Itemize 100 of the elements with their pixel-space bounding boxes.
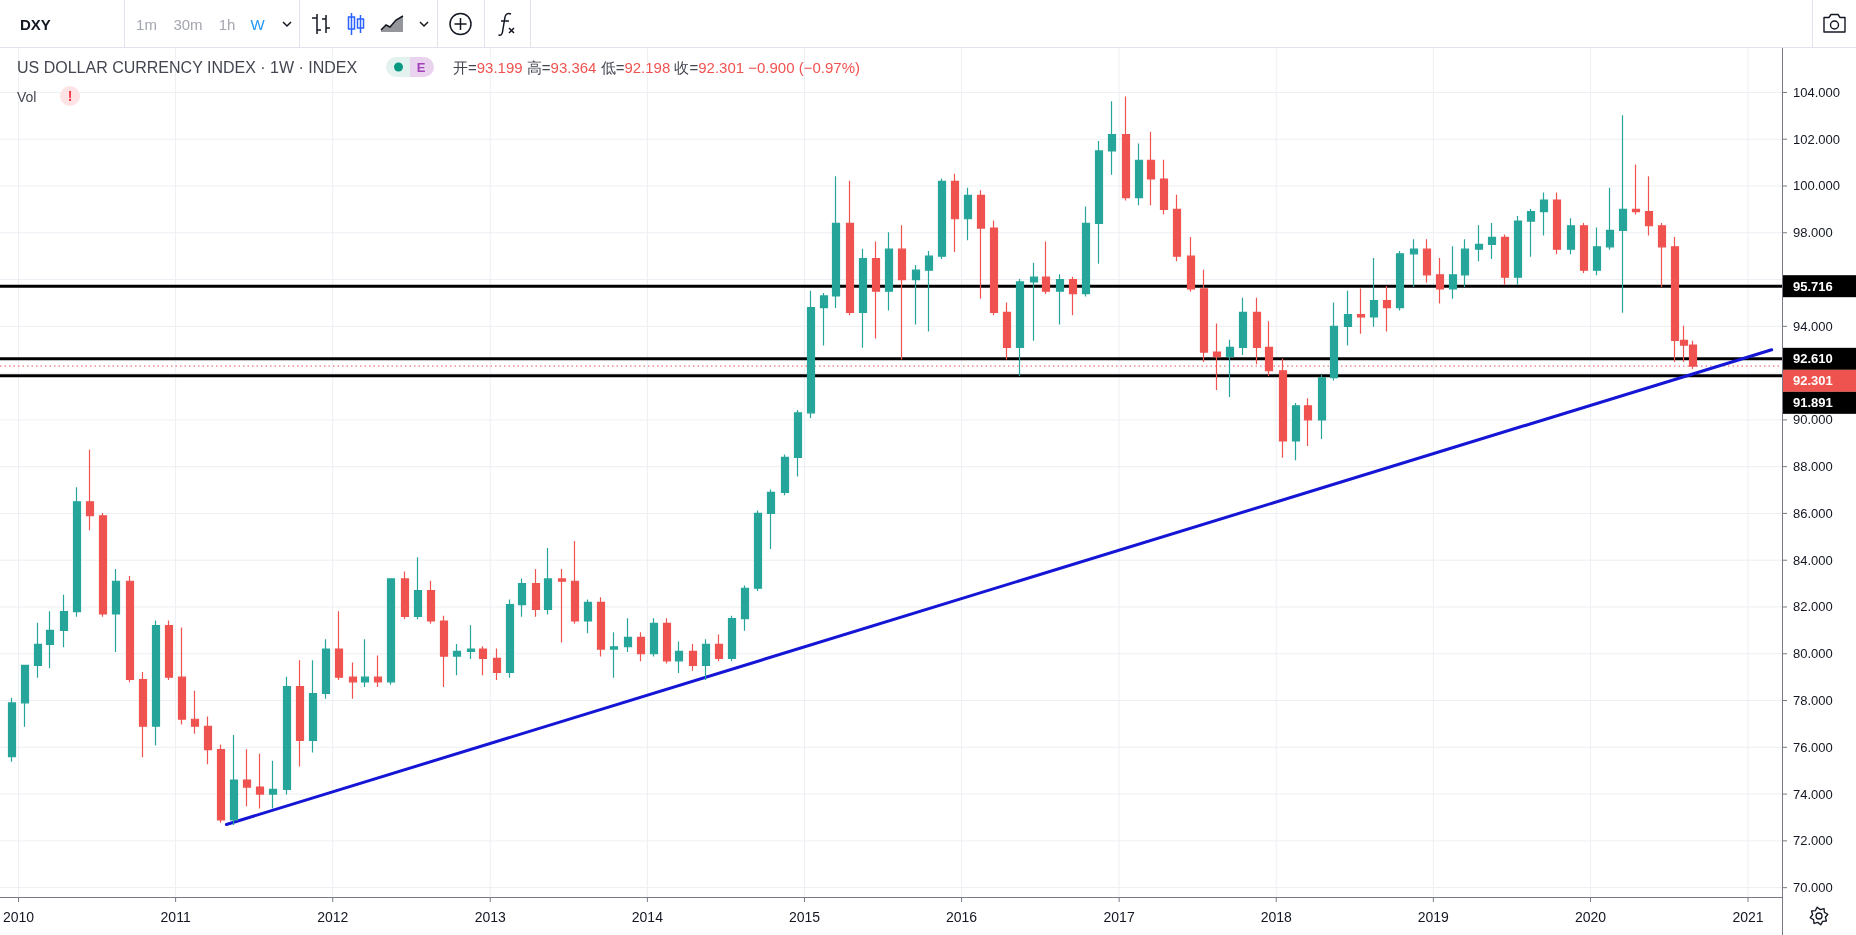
candlestick [1002,301,1012,361]
candlestick [1186,236,1196,293]
candlestick [1526,208,1536,258]
candlestick [557,568,567,644]
x-tick-label: 2012 [317,909,349,925]
candlestick [386,577,396,686]
candlestick [1029,262,1039,342]
price-label: 92.610 [1783,347,1856,370]
candlestick [1552,191,1562,255]
candlestick [216,743,226,824]
candlestick [1343,290,1353,347]
candlestick [1068,276,1078,316]
x-tick-label: 2014 [631,909,664,925]
annotation: Vol [17,89,37,105]
ref-line-label: 92.610 [1793,351,1833,367]
y-tick-label: 104.000 [1793,84,1840,100]
candlestick [1159,159,1169,216]
candlestick [1172,194,1182,262]
candlestick [989,219,999,316]
candlestick [348,662,358,700]
x-tick-label: 2019 [1417,909,1450,925]
candlestick [701,638,711,681]
candlestick [439,615,449,688]
candlestick [1199,269,1209,363]
candlestick [1657,222,1667,288]
candlestick [1592,226,1602,276]
candlestick [688,643,698,672]
candlestick [282,676,292,796]
candlestick [1487,222,1497,260]
candlestick [360,638,370,688]
candlestick [45,610,55,669]
candlestick [426,580,436,625]
x-tick-label: 2011 [160,909,191,925]
candlestick [125,575,135,683]
candlestick [478,645,488,676]
candlestick [1225,339,1235,398]
y-tick-label: 90.000 [1793,412,1833,428]
candlestick [1474,224,1484,262]
y-tick-label: 76.000 [1793,739,1833,755]
candlestick [85,449,95,531]
price-label: 91.891 [1783,391,1856,414]
y-tick-label: 94.000 [1793,318,1833,334]
candlestick [911,264,921,326]
candlestick [636,631,646,662]
candlestick [662,617,672,665]
y-tick-label: 102.000 [1793,131,1840,147]
candlestick [72,486,82,618]
candlestick [1317,374,1327,440]
candlestick [950,173,960,253]
candlestick [505,598,515,679]
candlestick [1579,222,1589,274]
candlestick [924,250,934,333]
candlestick [806,290,816,419]
candlestick [1291,402,1301,461]
candlestick [831,175,841,309]
candlestick [373,655,383,688]
ref-line-label: 91.891 [1793,395,1833,411]
price-label: 95.716 [1783,275,1856,298]
candlestick [1303,397,1313,447]
y-tick-label: 78.000 [1793,693,1833,709]
candlestick [963,187,973,241]
candlestick [1238,297,1248,356]
candlestick [138,671,148,758]
candlestick [780,453,790,496]
candlestick [151,619,161,747]
candlestick [570,540,580,625]
candlestick [268,760,278,810]
x-tick-label: 2018 [1260,909,1293,925]
text: 开=93.199 高=93.364 低=92.198 收=92.301 −0.900 (−0.97%) [453,58,861,76]
candlestick [1448,245,1458,300]
candlestick [1134,142,1144,206]
candlestick [203,715,213,765]
candlestick [1422,238,1432,283]
candlestick [295,659,305,768]
candlestick [1329,301,1339,382]
candlestick [793,409,803,478]
candlestick [98,512,108,618]
candlestick [1081,205,1091,298]
candlestick [466,624,476,660]
candlestick [308,659,318,754]
candlestick [884,231,894,312]
candlestick [819,292,829,347]
x-tick-label: 2020 [1574,909,1607,925]
candlestick [1513,215,1523,286]
candlestick [33,622,43,679]
x-tick-label: 2015 [788,909,821,925]
candlestick [452,643,462,676]
candlestick [229,734,239,826]
candlestick [1435,257,1445,305]
candlestick [1618,114,1628,314]
candlestick [740,584,750,632]
y-tick-label: 80.000 [1793,646,1833,662]
y-tick-label: 74.000 [1793,786,1833,802]
candlestick [1500,234,1510,286]
candlestick [858,248,868,349]
candlestick [976,189,986,300]
candlestick [1107,100,1117,176]
text: DXY [20,15,51,33]
candlestick [400,570,410,620]
y-tick-label: 100.000 [1793,178,1840,194]
